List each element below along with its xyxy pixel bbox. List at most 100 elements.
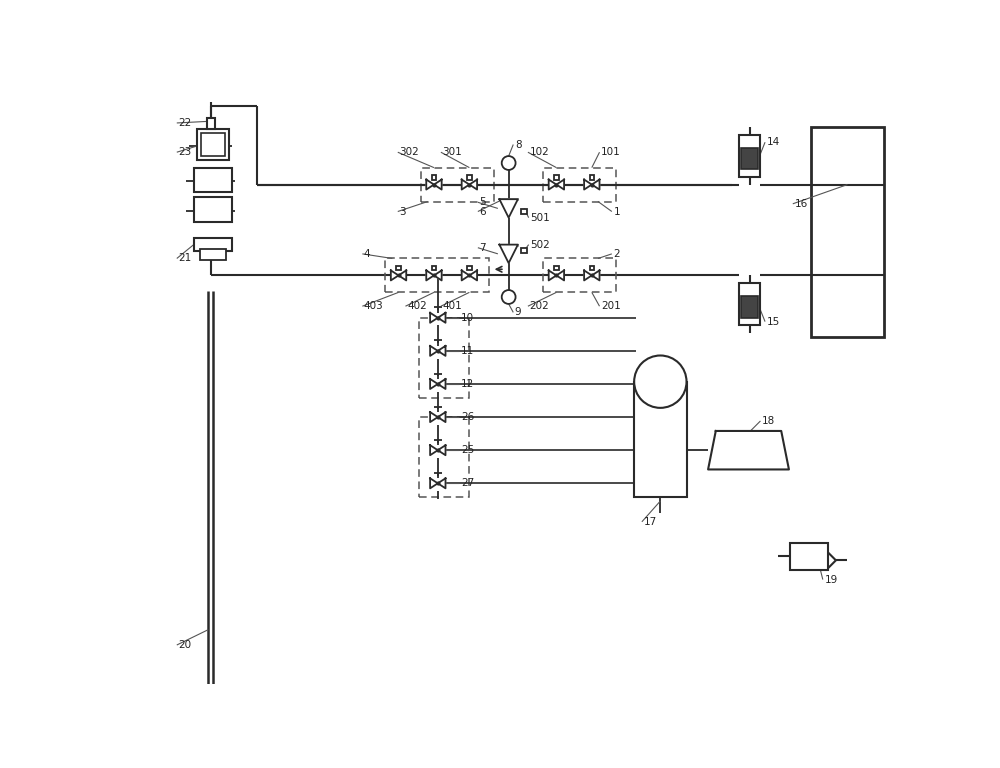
Text: 2: 2 bbox=[613, 249, 620, 259]
Polygon shape bbox=[438, 412, 446, 422]
Bar bbox=[467, 266, 472, 270]
Circle shape bbox=[502, 156, 516, 170]
Bar bbox=[634, 382, 687, 497]
Text: 302: 302 bbox=[399, 147, 419, 157]
Bar bbox=[419, 318, 469, 398]
Bar bbox=[590, 266, 594, 270]
Polygon shape bbox=[462, 270, 469, 280]
Text: 7: 7 bbox=[479, 243, 486, 253]
Polygon shape bbox=[430, 478, 438, 488]
Text: 102: 102 bbox=[529, 147, 549, 157]
Bar bbox=[200, 250, 226, 260]
Polygon shape bbox=[584, 180, 592, 190]
Bar bbox=[194, 197, 232, 221]
Bar bbox=[197, 129, 229, 160]
Text: 20: 20 bbox=[178, 640, 191, 650]
Text: 26: 26 bbox=[461, 412, 474, 422]
Text: 25: 25 bbox=[461, 445, 474, 455]
Text: 502: 502 bbox=[530, 240, 550, 250]
Bar bbox=[194, 167, 232, 192]
Bar bbox=[554, 266, 559, 270]
Text: 17: 17 bbox=[643, 517, 657, 527]
Text: 18: 18 bbox=[762, 416, 775, 426]
Polygon shape bbox=[438, 478, 446, 488]
Polygon shape bbox=[438, 379, 446, 389]
Text: 11: 11 bbox=[461, 346, 474, 356]
Text: 3: 3 bbox=[399, 207, 406, 217]
Text: 402: 402 bbox=[407, 301, 427, 311]
Polygon shape bbox=[430, 346, 438, 356]
Bar bbox=[739, 134, 760, 177]
Polygon shape bbox=[434, 180, 442, 190]
Text: 21: 21 bbox=[178, 253, 192, 263]
Bar bbox=[521, 209, 527, 214]
Polygon shape bbox=[430, 445, 438, 455]
Polygon shape bbox=[438, 313, 446, 323]
Text: 27: 27 bbox=[461, 478, 474, 488]
Bar bbox=[396, 266, 401, 270]
Polygon shape bbox=[430, 379, 438, 389]
Bar bbox=[385, 259, 489, 293]
Polygon shape bbox=[438, 346, 446, 356]
Polygon shape bbox=[399, 270, 406, 280]
Polygon shape bbox=[556, 270, 564, 280]
Text: 6: 6 bbox=[479, 207, 486, 217]
Text: 1: 1 bbox=[613, 207, 620, 217]
Polygon shape bbox=[430, 412, 438, 422]
Bar bbox=[543, 259, 616, 293]
Bar bbox=[207, 118, 215, 129]
Bar bbox=[811, 127, 884, 337]
Text: 16: 16 bbox=[794, 199, 808, 209]
Polygon shape bbox=[549, 270, 556, 280]
Text: 4: 4 bbox=[364, 249, 371, 259]
Text: 9: 9 bbox=[515, 307, 521, 317]
Polygon shape bbox=[499, 245, 518, 263]
Polygon shape bbox=[592, 270, 600, 280]
Text: 101: 101 bbox=[601, 147, 621, 157]
Text: 8: 8 bbox=[515, 140, 521, 150]
Polygon shape bbox=[469, 270, 477, 280]
Text: 10: 10 bbox=[461, 313, 474, 323]
Polygon shape bbox=[462, 180, 469, 190]
Bar bbox=[201, 133, 225, 156]
Text: 201: 201 bbox=[601, 301, 621, 311]
Bar bbox=[741, 147, 758, 169]
Polygon shape bbox=[708, 431, 789, 469]
Polygon shape bbox=[469, 180, 477, 190]
Polygon shape bbox=[556, 180, 564, 190]
Bar bbox=[590, 175, 594, 180]
Polygon shape bbox=[426, 180, 434, 190]
Text: 15: 15 bbox=[767, 316, 780, 326]
Polygon shape bbox=[592, 180, 600, 190]
Text: 12: 12 bbox=[461, 379, 474, 389]
Circle shape bbox=[634, 356, 687, 408]
Polygon shape bbox=[430, 313, 438, 323]
Bar bbox=[543, 167, 616, 201]
Circle shape bbox=[502, 290, 516, 304]
Text: 301: 301 bbox=[442, 147, 462, 157]
Polygon shape bbox=[499, 199, 518, 217]
Text: 14: 14 bbox=[767, 137, 780, 147]
Bar bbox=[432, 266, 436, 270]
Polygon shape bbox=[438, 445, 446, 455]
Bar bbox=[432, 175, 436, 180]
Bar bbox=[554, 175, 559, 180]
Bar bbox=[521, 248, 527, 253]
Text: 202: 202 bbox=[529, 301, 549, 311]
Polygon shape bbox=[584, 270, 592, 280]
Bar bbox=[419, 417, 469, 497]
Polygon shape bbox=[391, 270, 399, 280]
Text: 501: 501 bbox=[530, 213, 550, 223]
Bar bbox=[467, 175, 472, 180]
Text: 22: 22 bbox=[178, 118, 192, 128]
Text: 19: 19 bbox=[824, 574, 838, 584]
Bar bbox=[790, 543, 828, 571]
Bar bbox=[739, 283, 760, 326]
Bar bbox=[194, 238, 232, 251]
Bar bbox=[741, 296, 758, 318]
Polygon shape bbox=[426, 270, 434, 280]
Bar bbox=[421, 167, 494, 201]
Polygon shape bbox=[549, 180, 556, 190]
Polygon shape bbox=[434, 270, 442, 280]
Text: 401: 401 bbox=[442, 301, 462, 311]
